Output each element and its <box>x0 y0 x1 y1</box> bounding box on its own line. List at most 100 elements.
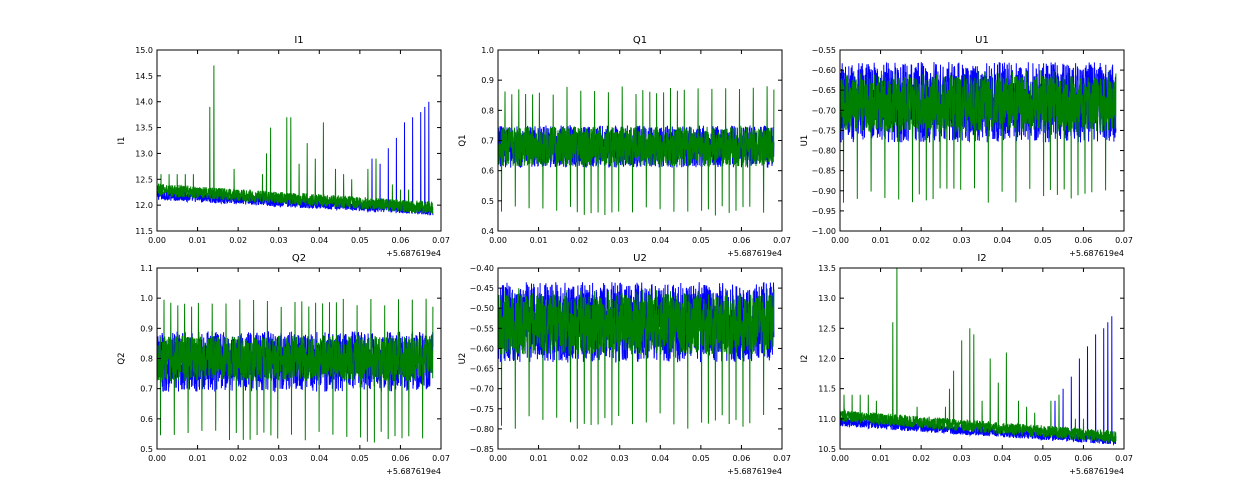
axes-frame <box>156 49 442 232</box>
y-tick-label: 0.4 <box>481 227 494 236</box>
y-tick-label: 0.6 <box>481 167 494 176</box>
series-green-line <box>157 65 434 214</box>
y-tick-label: −1.00 <box>811 227 836 236</box>
x-tick-label: 0.05 <box>1034 236 1052 245</box>
y-tick-label: 1.0 <box>140 294 153 303</box>
x-tick-label: 0.04 <box>310 454 328 463</box>
x-tick-label: 0.02 <box>229 236 247 245</box>
x-tick-label: 0.07 <box>432 236 450 245</box>
x-offset-label: +5.687619e4 <box>1069 249 1124 258</box>
y-tick-label: −0.60 <box>811 66 836 75</box>
series-green-line <box>840 70 1117 203</box>
plot-area <box>498 282 775 429</box>
y-tick-label: −0.45 <box>469 284 494 293</box>
subplot-I1: 0.00 0.01 0.02 0.03 0.04 0.05 0.06 0.07 11.5 12.0… <box>117 35 450 258</box>
y-tick-label: 0.7 <box>481 137 494 146</box>
y-tick-label: 0.5 <box>481 197 494 206</box>
y-tick-label: −0.95 <box>811 207 836 216</box>
x-tick-label: 0.06 <box>392 454 410 463</box>
x-tick-label: 0.00 <box>489 454 507 463</box>
plot-area <box>840 62 1117 203</box>
y-tick-label: −0.75 <box>469 405 494 414</box>
y-tick-label: 10.5 <box>818 445 836 454</box>
x-tick-label: 0.03 <box>953 454 971 463</box>
y-tick-label: −0.55 <box>469 324 494 333</box>
x-tick-label: 0.01 <box>189 454 207 463</box>
x-tick-label: 0.07 <box>432 454 450 463</box>
y-tick-label: 0.5 <box>140 445 153 454</box>
x-tick-label: 0.03 <box>270 236 288 245</box>
series-green-line <box>498 86 775 216</box>
y-tick-label: −0.75 <box>811 126 836 135</box>
series-green-line <box>157 298 434 443</box>
x-tick-label: 0.04 <box>651 454 669 463</box>
y-tick-label: −0.65 <box>811 86 836 95</box>
subplot-title: U2 <box>633 253 647 264</box>
y-tick-label: −0.50 <box>469 304 494 313</box>
subplot-U1: 0.00 0.01 0.02 0.03 0.04 0.05 0.06 0.07 −1.00 −0.… <box>800 35 1133 258</box>
y-tick-label: 0.9 <box>481 76 494 85</box>
x-tick-label: 0.05 <box>1034 454 1052 463</box>
x-tick-label: 0.06 <box>733 454 751 463</box>
y-tick-label: 0.8 <box>140 355 153 364</box>
y-tick-label: 1.0 <box>481 46 494 55</box>
y-tick-label: 14.0 <box>135 98 153 107</box>
x-tick-label: 0.06 <box>392 236 410 245</box>
x-tick-label: 0.00 <box>148 236 166 245</box>
subplot-Q2: 0.00 0.01 0.02 0.03 0.04 0.05 0.06 0.07 0.5 0.6 0.… <box>117 253 450 476</box>
x-tick-label: 0.05 <box>692 454 710 463</box>
plot-area <box>840 268 1117 447</box>
y-tick-label: −0.80 <box>811 147 836 156</box>
y-axis-label: Q1 <box>458 134 468 146</box>
y-axis-label: I1 <box>117 137 127 145</box>
y-tick-label: 1.1 <box>140 264 153 273</box>
x-tick-label: 0.02 <box>912 236 930 245</box>
y-tick-label: −0.80 <box>469 425 494 434</box>
plot-area <box>157 298 434 443</box>
axes-frame <box>497 267 783 450</box>
x-tick-label: 0.02 <box>570 236 588 245</box>
subplot-title: U1 <box>975 35 989 46</box>
subplot-title: Q2 <box>292 253 306 264</box>
y-tick-label: −0.85 <box>811 167 836 176</box>
y-tick-label: 11.5 <box>135 227 153 236</box>
y-tick-label: −0.40 <box>469 264 494 273</box>
y-tick-label: 11.0 <box>818 415 836 424</box>
y-tick-label: 13.5 <box>818 264 836 273</box>
x-tick-label: 0.03 <box>611 454 629 463</box>
x-tick-label: 0.06 <box>733 236 751 245</box>
x-offset-label: +5.687619e4 <box>1069 467 1124 476</box>
x-tick-label: 0.07 <box>773 236 791 245</box>
y-axis-label: U2 <box>458 353 468 365</box>
subplot-I2: 0.00 0.01 0.02 0.03 0.04 0.05 0.06 0.07 10.5 11.0… <box>800 253 1133 476</box>
y-tick-label: −0.90 <box>811 187 836 196</box>
x-tick-label: 0.04 <box>310 236 328 245</box>
x-tick-label: 0.03 <box>270 454 288 463</box>
x-tick-label: 0.07 <box>773 454 791 463</box>
x-tick-label: 0.05 <box>351 236 369 245</box>
y-tick-label: −0.60 <box>469 344 494 353</box>
y-tick-label: 13.0 <box>818 294 836 303</box>
y-axis-label: U1 <box>800 135 810 147</box>
y-tick-label: 0.9 <box>140 324 153 333</box>
y-tick-label: −0.70 <box>469 385 494 394</box>
y-tick-label: −0.65 <box>469 365 494 374</box>
y-tick-label: −0.55 <box>811 46 836 55</box>
axes-frame <box>839 49 1125 232</box>
x-tick-label: 0.01 <box>872 236 890 245</box>
x-tick-label: 0.00 <box>831 236 849 245</box>
subplot-title: I1 <box>294 35 303 46</box>
x-offset-label: +5.687619e4 <box>727 467 782 476</box>
plot-area <box>157 65 434 216</box>
y-tick-label: 13.0 <box>135 149 153 158</box>
y-axis-label: Q2 <box>117 352 127 364</box>
x-tick-label: 0.04 <box>993 454 1011 463</box>
x-offset-label: +5.687619e4 <box>386 467 441 476</box>
y-tick-label: −0.85 <box>469 445 494 454</box>
subplot-Q1: 0.00 0.01 0.02 0.03 0.04 0.05 0.06 0.07 0.4 0.5 0.… <box>458 35 791 258</box>
x-tick-label: 0.02 <box>229 454 247 463</box>
subplot-title: Q1 <box>633 35 647 46</box>
y-tick-label: 0.8 <box>481 106 494 115</box>
y-tick-label: 14.5 <box>135 72 153 81</box>
